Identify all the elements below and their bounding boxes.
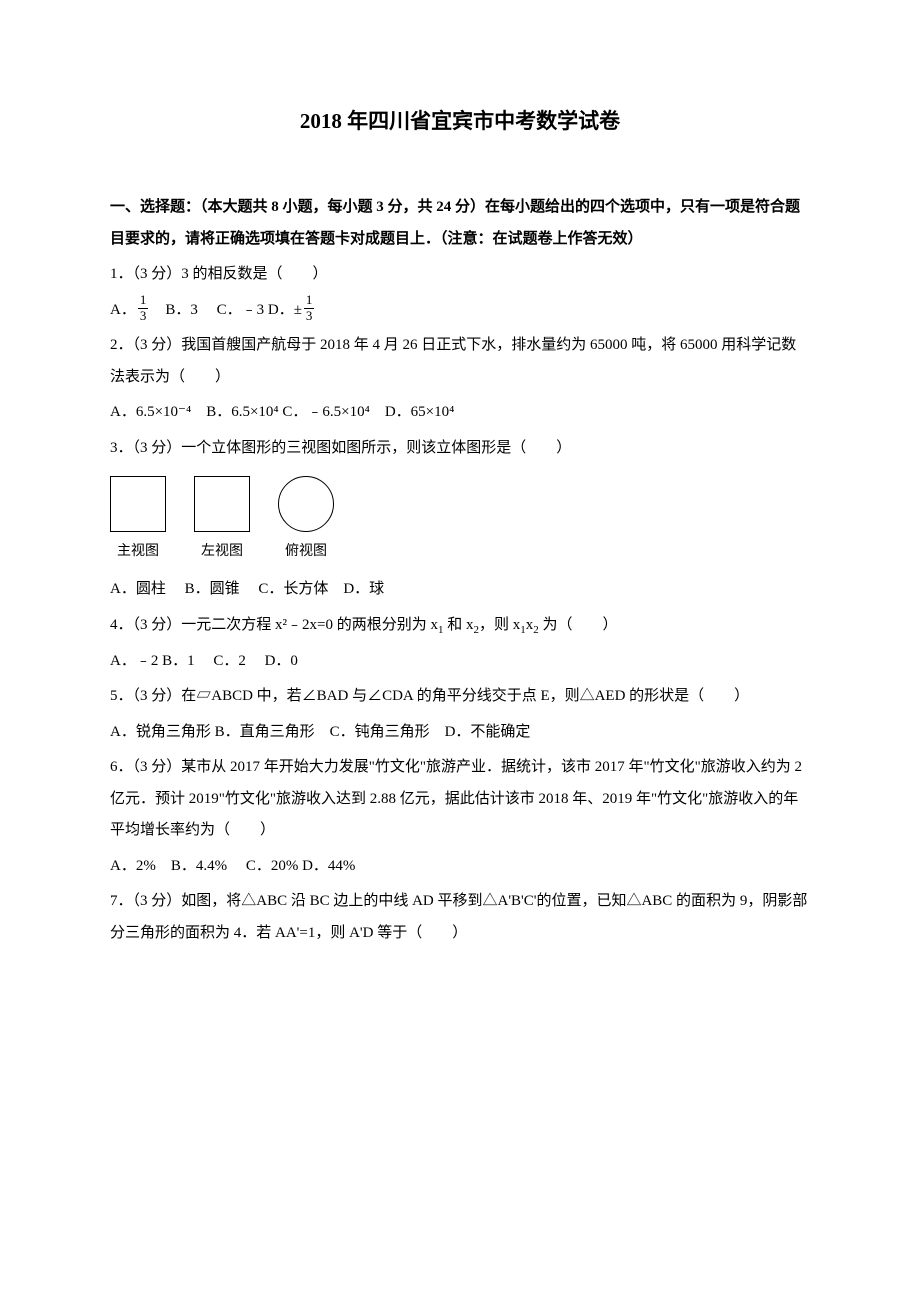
- question-1: 1．（3 分）3 的相反数是（ ）: [110, 259, 810, 291]
- fraction-icon: 13: [138, 293, 149, 323]
- question-1-options: A．13 B．3 C．﹣3 D．±13: [110, 295, 810, 327]
- question-3: 3．（3 分）一个立体图形的三视图如图所示，则该立体图形是（ ）: [110, 433, 810, 465]
- top-view: 俯视图: [278, 476, 334, 566]
- question-3-options: A．圆柱 B．圆锥 C．长方体 D．球: [110, 574, 810, 606]
- left-view: 左视图: [194, 476, 250, 566]
- question-2-options: A．6.5×10⁻⁴ B．6.5×10⁴ C．﹣6.5×10⁴ D．65×10⁴: [110, 397, 810, 429]
- q1-optA: A．: [110, 302, 136, 318]
- question-4-options: A．﹣2 B．1 C．2 D．0: [110, 646, 810, 678]
- left-view-label: 左视图: [201, 538, 243, 566]
- front-view-label: 主视图: [117, 538, 159, 566]
- q1-pm: ±: [294, 302, 302, 318]
- front-view: 主视图: [110, 476, 166, 566]
- q1-optB: B．3 C．﹣3 D．: [150, 302, 293, 318]
- rectangle-icon: [194, 476, 250, 532]
- question-5-options: A．锐角三角形 B．直角三角形 C．钝角三角形 D．不能确定: [110, 717, 810, 749]
- page-title: 2018 年四川省宜宾市中考数学试卷: [110, 100, 810, 142]
- question-7: 7．（3 分）如图，将△ABC 沿 BC 边上的中线 AD 平移到△A'B'C'…: [110, 886, 810, 949]
- rectangle-icon: [110, 476, 166, 532]
- section-1-header: 一、选择题：（本大题共 8 小题，每小题 3 分，共 24 分）在每小题给出的四…: [110, 192, 810, 255]
- question-2: 2．（3 分）我国首艘国产航母于 2018 年 4 月 26 日正式下水，排水量…: [110, 330, 810, 393]
- question-5: 5．（3 分）在▱ABCD 中，若∠BAD 与∠CDA 的角平分线交于点 E，则…: [110, 681, 810, 713]
- three-views-diagram: 主视图 左视图 俯视图: [110, 476, 810, 566]
- top-view-label: 俯视图: [285, 538, 327, 566]
- question-6: 6．（3 分）某市从 2017 年开始大力发展"竹文化"旅游产业．据统计，该市 …: [110, 752, 810, 847]
- circle-icon: [278, 476, 334, 532]
- question-6-options: A．2% B．4.4% C．20% D．44%: [110, 851, 810, 883]
- fraction-icon: 13: [304, 293, 315, 323]
- question-4: 4．（3 分）一元二次方程 x²﹣2x=0 的两根分别为 x1 和 x2，则 x…: [110, 610, 810, 642]
